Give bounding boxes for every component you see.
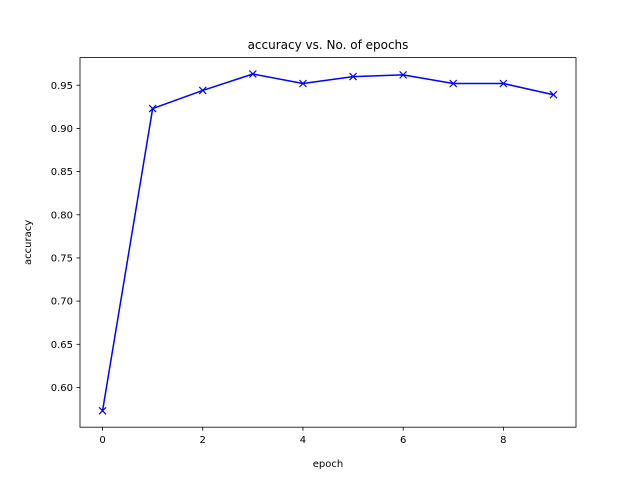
x-axis-label: epoch: [313, 459, 343, 470]
data-point-marker: [399, 70, 408, 79]
x-tick-label: 8: [500, 435, 506, 446]
x-tick-label: 2: [200, 435, 206, 446]
y-tick-label: 0.80: [51, 210, 73, 221]
data-point-marker: [148, 104, 157, 113]
y-tick-label: 0.70: [51, 297, 73, 308]
y-tick-label: 0.60: [51, 383, 73, 394]
x-axis-ticks: 0 2 4 6 8: [99, 427, 507, 446]
data-point-marker: [98, 406, 107, 415]
y-axis-ticks: 0.60 0.65 0.70 0.75 0.80 0.85 0.90 0.95: [51, 81, 80, 394]
y-tick-label: 0.65: [51, 340, 73, 351]
y-tick-label: 0.90: [51, 124, 73, 135]
y-axis-label: accuracy: [23, 220, 34, 265]
accuracy-series: [98, 70, 558, 415]
data-point-marker: [549, 90, 558, 99]
x-tick-label: 6: [400, 435, 406, 446]
data-point-marker: [299, 79, 307, 88]
y-tick-label: 0.85: [51, 167, 73, 178]
plot-frame: [79, 57, 577, 428]
data-point-marker: [449, 79, 458, 88]
data-point-marker: [198, 86, 207, 95]
data-point-marker: [248, 70, 257, 78]
y-tick-label: 0.95: [51, 81, 73, 92]
data-point-marker: [499, 79, 508, 88]
data-point-marker: [349, 72, 357, 81]
y-tick-label: 0.75: [51, 254, 73, 265]
chart-title: accuracy vs. No. of epochs: [248, 38, 409, 52]
accuracy-line: [101, 73, 554, 411]
x-tick-label: 4: [300, 435, 306, 446]
x-tick-label: 0: [99, 435, 105, 446]
plot-area: [80, 57, 576, 428]
